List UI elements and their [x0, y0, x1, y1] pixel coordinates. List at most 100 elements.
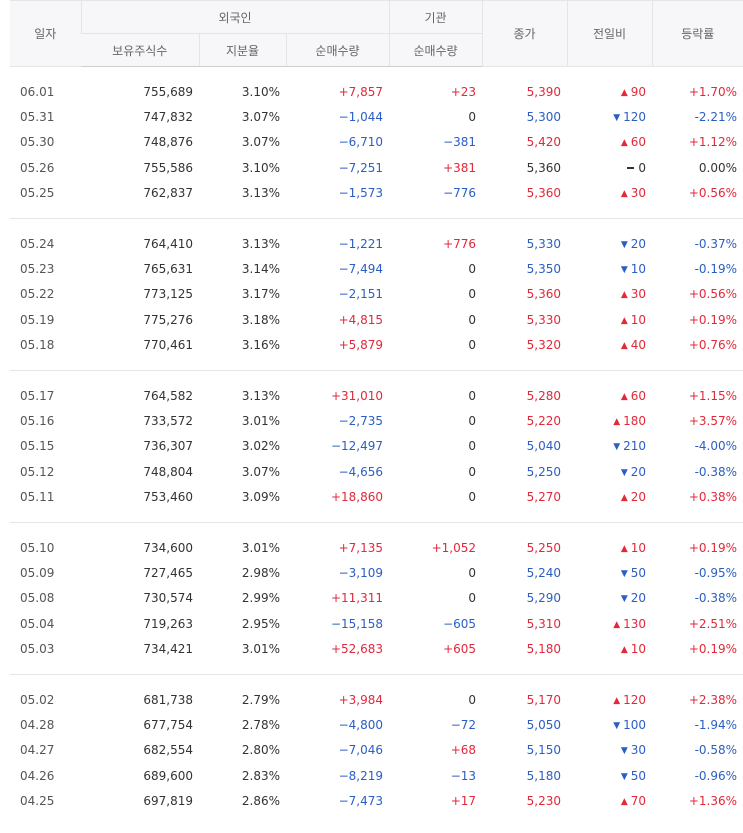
table-row: 05.02 681,738 2.79% +3,984 0 5,170 ▲ 120 +2.38% [10, 687, 743, 712]
cell-close: 5,220 [526, 413, 562, 428]
change-value: 50 [630, 565, 647, 580]
cell-foreign-net: +18,860 [330, 490, 384, 505]
header-row-sub: 보유주식수 지분율 순매수량 순매수량 [10, 33, 743, 67]
cell-institution-net: 0 [468, 110, 477, 125]
cell-foreign-net: −2,151 [338, 287, 384, 302]
cell-close: 5,290 [526, 591, 562, 606]
arrow-down-icon: ▼ [620, 746, 628, 757]
table-row: 05.17 764,582 3.13% +31,010 0 5,280 ▲ 60 +1.15% [10, 383, 743, 408]
cell-rate: -0.19% [694, 262, 738, 277]
arrow-down-icon: ▼ [620, 265, 628, 276]
cell-ratio: 3.18% [241, 312, 280, 327]
cell-rate: -1.94% [694, 717, 738, 732]
cell-date: 05.19 [20, 312, 55, 327]
cell-change: ▲ 10 [567, 636, 652, 661]
cell-ratio: 2.86% [241, 794, 280, 809]
cell-ratio: 3.01% [241, 540, 280, 555]
cell-institution-net: +23 [450, 84, 477, 99]
cell-ratio: 3.09% [241, 490, 280, 505]
table-row: 05.11 753,460 3.09% +18,860 0 5,270 ▲ 20 +0.38% [10, 484, 743, 509]
investor-trend-table: 일자 외국인 기관 종가 전일비 등락률 보유주식수 지분율 순매수량 순매수량… [10, 0, 743, 826]
table-row: 05.10 734,600 3.01% +7,135 +1,052 5,250 ▲ 10 +0.… [10, 535, 743, 560]
cell-holdings: 748,876 [143, 135, 193, 150]
cell-rate: -0.38% [694, 464, 738, 479]
change-value: 70 [630, 794, 647, 809]
header-date: 일자 [10, 0, 81, 67]
cell-ratio: 2.95% [241, 616, 280, 631]
arrow-up-icon: ▲ [620, 290, 628, 301]
change-value: 20 [630, 490, 647, 505]
header-institution: 기관 [388, 0, 483, 34]
change-value: 10 [630, 262, 647, 277]
cell-institution-net: +381 [443, 160, 477, 175]
cell-close: 5,360 [526, 160, 562, 175]
cell-institution-net: 0 [468, 312, 477, 327]
cell-change: ▲ 60 [567, 130, 652, 155]
cell-institution-net: +605 [443, 642, 477, 657]
cell-institution-net: 0 [468, 338, 477, 353]
cell-rate: +1.70% [688, 84, 738, 99]
cell-rate: -2.21% [694, 110, 738, 125]
cell-rate: +0.56% [688, 287, 738, 302]
cell-holdings: 727,465 [143, 565, 193, 580]
table-row: 05.09 727,465 2.98% −3,109 0 5,240 ▼ 50 -0.95% [10, 560, 743, 585]
table-row: 05.15 736,307 3.02% −12,497 0 5,040 ▼ 210 -4.00% [10, 434, 743, 459]
cell-change: ▲ 10 [567, 307, 652, 332]
table-row: 05.25 762,837 3.13% −1,573 −776 5,360 ▲ 30 +0.56… [10, 181, 743, 206]
cell-foreign-net: +52,683 [330, 642, 384, 657]
table-row: 06.01 755,689 3.10% +7,857 +23 5,390 ▲ 90 +1.70% [10, 79, 743, 104]
arrow-down-icon: ▼ [613, 720, 621, 731]
cell-foreign-net: +3,984 [338, 692, 384, 707]
cell-ratio: 3.07% [241, 135, 280, 150]
cell-close: 5,330 [526, 312, 562, 327]
cell-rate: +1.12% [688, 135, 738, 150]
cell-foreign-net: −7,473 [338, 794, 384, 809]
header-ratio: 지분율 [198, 33, 286, 67]
cell-ratio: 3.10% [241, 84, 280, 99]
cell-date: 05.31 [20, 110, 55, 125]
cell-ratio: 3.13% [241, 388, 280, 403]
cell-institution-net: +68 [450, 743, 477, 758]
change-value: 10 [630, 540, 647, 555]
table-row: 05.26 755,586 3.10% −7,251 +381 5,360 0 0.00% [10, 155, 743, 180]
change-value: 90 [630, 84, 647, 99]
cell-rate: +1.15% [688, 388, 738, 403]
cell-change: ▼ 50 [567, 763, 652, 788]
cell-foreign-net: −1,044 [338, 110, 384, 125]
cell-holdings: 764,410 [143, 236, 193, 251]
cell-date: 04.26 [20, 768, 55, 783]
arrow-up-icon: ▲ [620, 341, 628, 352]
cell-close: 5,180 [526, 768, 562, 783]
cell-close: 5,270 [526, 490, 562, 505]
cell-rate: +0.56% [688, 186, 738, 201]
cell-change: ▼ 210 [567, 434, 652, 459]
cell-close: 5,040 [526, 439, 562, 454]
change-value: 130 [623, 616, 647, 631]
table-row: 05.12 748,804 3.07% −4,656 0 5,250 ▼ 20 -0.38% [10, 459, 743, 484]
cell-date: 05.17 [20, 388, 55, 403]
arrow-up-icon: ▲ [620, 391, 628, 402]
cell-close: 5,150 [526, 743, 562, 758]
cell-rate: +0.19% [688, 642, 738, 657]
cell-change: ▼ 50 [567, 560, 652, 585]
arrow-down-icon: ▼ [613, 442, 621, 453]
cell-date: 04.27 [20, 743, 55, 758]
cell-change: ▼ 100 [567, 712, 652, 737]
table-row: 05.04 719,263 2.95% −15,158 −605 5,310 ▲ 130 +2.… [10, 611, 743, 636]
change-value: 40 [630, 338, 647, 353]
cell-date: 05.08 [20, 591, 55, 606]
cell-change: 0 [567, 155, 652, 180]
cell-close: 5,300 [526, 110, 562, 125]
header-foreign-net: 순매수량 [285, 33, 390, 67]
table-row: 04.27 682,554 2.80% −7,046 +68 5,150 ▼ 30 -0.58% [10, 738, 743, 763]
table-row: 05.30 748,876 3.07% −6,710 −381 5,420 ▲ 60 +1.12… [10, 130, 743, 155]
cell-foreign-net: −4,800 [338, 717, 384, 732]
cell-change: ▼ 10 [567, 256, 652, 281]
change-value: 20 [630, 236, 647, 251]
cell-foreign-net: +11,311 [330, 591, 384, 606]
arrow-up-icon: ▲ [620, 645, 628, 656]
cell-holdings: 677,754 [143, 717, 193, 732]
arrow-up-icon: ▲ [613, 416, 621, 427]
cell-close: 5,180 [526, 642, 562, 657]
